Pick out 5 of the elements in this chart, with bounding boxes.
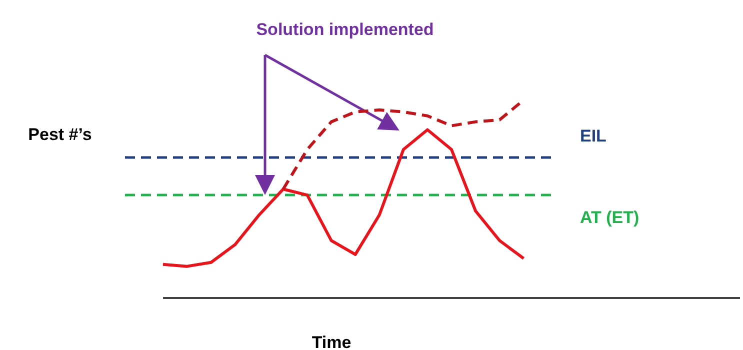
ref-line-label: EIL xyxy=(580,126,606,146)
ref-line-label: AT (ET) xyxy=(580,208,640,228)
x-axis-title: Time xyxy=(312,333,352,350)
y-axis-title: Pest #’s xyxy=(28,125,92,144)
text: Solution implemented xyxy=(256,20,434,39)
